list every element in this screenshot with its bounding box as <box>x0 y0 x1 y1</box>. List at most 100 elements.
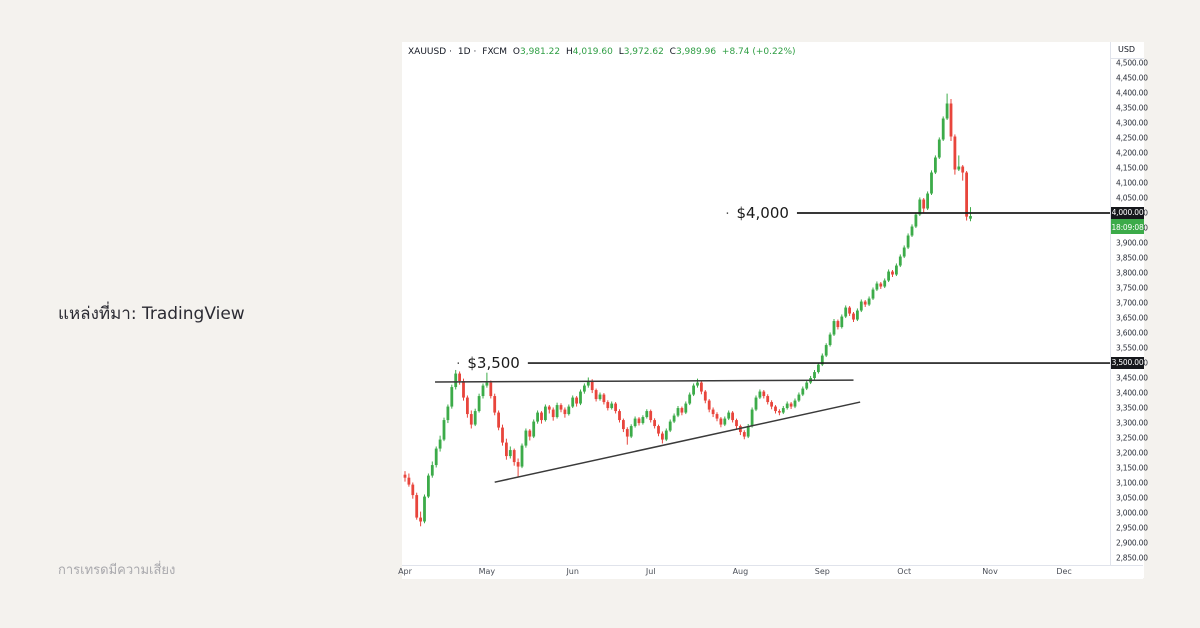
time-axis[interactable]: Apr May Jun Jul Aug Sep Oct Nov Dec <box>398 565 1143 579</box>
candle-body <box>742 432 746 437</box>
candle-body <box>532 421 536 437</box>
candle-body <box>961 166 965 173</box>
candle-body <box>817 364 820 373</box>
legend-exchange: FXCM <box>482 47 508 57</box>
candle-body <box>895 265 898 275</box>
candle-body <box>469 414 473 425</box>
candle-body <box>407 477 411 485</box>
candle-body <box>750 409 754 427</box>
price-line-badge-3500: 3,500.00 <box>1111 357 1144 370</box>
candle-body <box>672 415 676 422</box>
candle-body <box>711 409 715 415</box>
candle-body <box>707 400 711 410</box>
candle-body <box>914 214 918 227</box>
price-tick: 3,850.00 <box>1116 253 1148 263</box>
price-tick: 4,350.00 <box>1116 103 1148 113</box>
candle-body <box>785 403 789 409</box>
candle-body <box>505 442 508 457</box>
candle-body <box>466 397 469 415</box>
price-tick: 3,700.00 <box>1116 298 1148 308</box>
candle-body <box>438 439 442 449</box>
price-tick: 4,050.00 <box>1116 193 1148 203</box>
risk-disclaimer: การเทรดมีความเสี่ยง <box>58 563 176 578</box>
candle-body <box>614 403 617 412</box>
price-tick: 4,450.00 <box>1116 73 1148 83</box>
price-tick: 2,850.00 <box>1116 553 1148 563</box>
price-annotation-label: · $3,500 <box>456 354 520 372</box>
price-tick: 3,650.00 <box>1116 313 1148 323</box>
candle-body <box>649 411 653 421</box>
candle-body <box>824 345 828 356</box>
candle-body <box>926 193 929 209</box>
candle-body <box>898 256 902 266</box>
candle-body <box>781 408 785 413</box>
candle-body <box>941 118 945 140</box>
candle-body <box>680 408 684 413</box>
price-tick: 3,250.00 <box>1116 433 1148 443</box>
candle-body <box>856 310 859 320</box>
candle-body <box>871 289 875 299</box>
source-caption: แหล่งที่มา: TradingView <box>58 304 245 324</box>
annotation-text: $3,500 <box>467 354 520 373</box>
candle-body <box>571 397 575 407</box>
price-tick: 3,150.00 <box>1116 463 1148 473</box>
candle-body <box>415 495 419 518</box>
candle-body <box>661 433 664 440</box>
price-line-badge-4000: 4,000.00 <box>1111 207 1144 220</box>
price-tick: 3,350.00 <box>1116 403 1148 413</box>
price-axis-currency: USD <box>1111 42 1144 59</box>
candle-body <box>723 418 727 425</box>
candle-body <box>547 406 551 410</box>
candle-body <box>540 412 543 421</box>
candle-body <box>430 465 434 476</box>
legend-low-label: L <box>618 47 624 57</box>
candle-body <box>508 450 512 457</box>
candle-body <box>883 280 887 287</box>
legend-symbol: XAUUSD <box>408 47 447 57</box>
price-axis[interactable]: USD 4,500.00 4,450.00 4,400.00 4,350.00 4,30… <box>1110 42 1148 578</box>
candle-body <box>618 411 621 421</box>
candle-body <box>778 411 781 413</box>
chart-pane[interactable]: · $4,000 · $3,500 XAUUSD · 1D · FXCM O3,981.2… <box>402 42 1110 565</box>
price-tick: 3,750.00 <box>1116 283 1148 293</box>
candle-body <box>719 418 723 425</box>
candle-body <box>696 382 699 386</box>
candle-body <box>555 405 559 418</box>
symbol-legend: XAUUSD · 1D · FXCM O3,981.22 H4,019.60 L3,… <box>408 47 799 57</box>
price-tick: 3,450.00 <box>1116 373 1148 383</box>
candle-body <box>536 412 539 422</box>
anchor-dot-icon: · <box>725 207 730 223</box>
candle-body <box>879 283 883 287</box>
candlestick-chart <box>403 93 1110 527</box>
price-tick: 4,100.00 <box>1116 178 1148 188</box>
candle-body <box>583 385 586 392</box>
candle-body <box>703 391 707 401</box>
candle-body <box>641 417 645 424</box>
candle-body <box>922 199 926 209</box>
candle-body <box>910 226 914 236</box>
candle-body <box>590 381 594 391</box>
candle-body <box>516 462 520 467</box>
candle-body <box>586 381 590 386</box>
candle-body <box>446 406 450 421</box>
legend-change-value: +8.74 (+0.22%) <box>721 47 796 57</box>
candle-body <box>575 397 578 404</box>
legend-close-label: C <box>669 47 676 57</box>
candle-body <box>528 430 532 437</box>
candle-body <box>844 307 848 317</box>
candle-body <box>852 313 855 320</box>
candle-body <box>937 139 941 158</box>
candle-body <box>676 408 680 416</box>
candle-body <box>645 411 649 418</box>
price-tick: 3,300.00 <box>1116 418 1148 428</box>
candle-body <box>863 301 867 305</box>
candle-body <box>559 405 563 410</box>
candle-body <box>840 316 844 328</box>
candle-body <box>828 334 832 346</box>
legend-low-value: 3,972.62 <box>623 47 664 57</box>
candle-body <box>477 396 481 412</box>
resistance-trendline <box>435 379 854 383</box>
candle-body <box>423 496 426 522</box>
candle-body <box>797 394 801 401</box>
